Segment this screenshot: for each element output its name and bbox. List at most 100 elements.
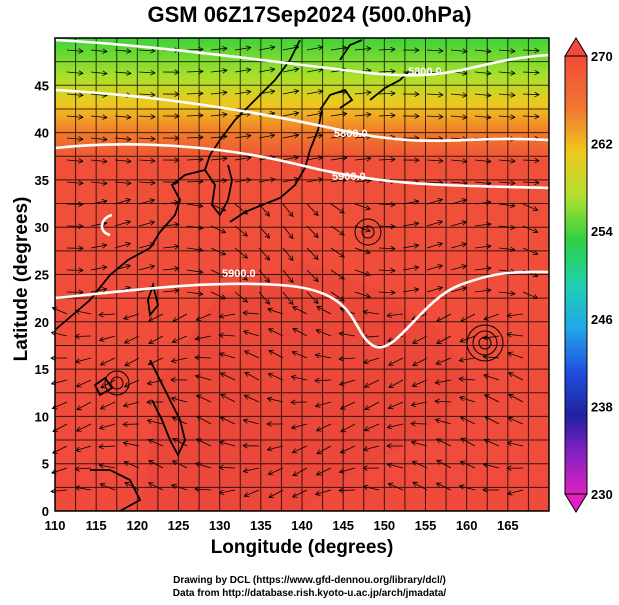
streamline-arrow: [474, 48, 492, 54]
y-tick-label: 10: [35, 409, 49, 424]
y-axis-title: Latitude (degrees): [11, 196, 32, 362]
streamline-arrow: [50, 355, 68, 361]
streamline-arrow: [434, 379, 452, 385]
streamline-arrow: [268, 349, 284, 359]
streamline-arrow: [340, 423, 356, 433]
streamline-arrow: [210, 156, 228, 162]
y-tick-label: 45: [35, 78, 49, 93]
x-tick-label: 155: [415, 518, 437, 533]
streamline-arrow: [138, 135, 156, 142]
x-tick-label: 145: [332, 518, 354, 533]
streamline-arrow: [450, 198, 468, 205]
streamline-arrow: [498, 92, 516, 98]
streamline-arrow: [186, 224, 204, 231]
streamline-arrow: [450, 220, 468, 227]
streamline-arrow: [387, 401, 404, 410]
streamline-arrow: [450, 286, 468, 293]
streamline-arrow: [354, 46, 372, 52]
streamline-arrow: [122, 440, 140, 447]
contour-line-5900-south: [54, 270, 550, 349]
streamline-arrow: [339, 445, 356, 454]
streamline-arrow: [450, 264, 468, 271]
streamline-arrow: [258, 291, 271, 305]
streamline-arrow: [90, 180, 108, 186]
streamline-arrow: [498, 224, 516, 231]
streamline-arrow: [410, 420, 428, 427]
streamline-arrow: [292, 306, 308, 315]
streamline-arrow: [506, 440, 524, 447]
colorbar-tick-label: 246: [591, 312, 613, 327]
streamline-arrow: [258, 133, 276, 139]
colorbar-ticks: 270 262 254 246 238 230: [591, 49, 613, 502]
streamline-arrow: [162, 113, 180, 119]
streamline-arrow: [172, 437, 188, 447]
streamline-arrow: [242, 443, 260, 449]
streamline-arrow: [412, 481, 428, 491]
coastlines: [54, 39, 411, 512]
streamline-arrow: [402, 47, 420, 53]
streamline-arrow: [170, 377, 188, 383]
streamline-arrow: [242, 329, 260, 337]
streamline-arrow: [162, 135, 180, 141]
streamline-arrow: [458, 395, 476, 403]
streamline-arrow: [98, 423, 116, 430]
streamline-arrow: [306, 203, 319, 217]
streamline-arrow: [306, 177, 324, 183]
colorbar-tick-label: 230: [591, 487, 613, 502]
streamline-arrow: [435, 357, 452, 365]
streamline-arrow: [90, 199, 108, 205]
streamline-arrow: [339, 401, 356, 410]
streamline-arrow: [474, 92, 492, 98]
streamline-arrow: [378, 267, 396, 274]
streamline-arrow: [386, 462, 404, 469]
streamline-arrow: [506, 465, 524, 471]
streamline-arrow: [258, 177, 276, 183]
streamline-arrow: [306, 45, 324, 51]
streamline-arrow: [498, 70, 516, 76]
streamline-arrow: [114, 180, 132, 186]
streamline-arrow: [99, 483, 116, 491]
contour-line-5900: [54, 143, 550, 190]
streamline-arrow: [66, 245, 84, 252]
streamline-arrow: [194, 354, 212, 361]
streamline-arrow: [330, 203, 345, 214]
streamline-arrow: [458, 357, 476, 363]
map-title: GSM 06Z17Sep2024 (500.0hPa): [147, 2, 472, 27]
streamline-arrow: [498, 202, 516, 209]
streamline-arrow: [402, 221, 420, 227]
streamline-arrow: [378, 112, 396, 119]
x-tick-label: 130: [209, 518, 231, 533]
cyclone-circulations: [104, 218, 504, 396]
streamline-arrow: [412, 357, 428, 367]
streamline-arrow: [498, 48, 516, 54]
streamline-arrow: [354, 156, 372, 162]
colorbar-tick-label: 254: [591, 224, 613, 239]
streamline-arrow: [474, 158, 492, 164]
streamline-arrow: [387, 482, 404, 491]
streamline-arrow: [378, 90, 396, 97]
streamline-arrow: [484, 415, 500, 425]
streamline-arrow: [330, 291, 345, 302]
streamline-arrow: [474, 70, 492, 76]
streamline-arrow: [147, 482, 164, 491]
streamline-arrow: [450, 114, 468, 120]
streamline-arrow: [378, 68, 396, 75]
colorbar-tick-label: 238: [591, 399, 613, 414]
streamline-arrow: [170, 396, 188, 403]
streamline-arrow: [162, 91, 180, 97]
streamline-arrow: [306, 247, 319, 261]
credit-data: Data from http://database.rish.kyoto-u.a…: [172, 588, 447, 599]
streamline-arrow: [354, 291, 371, 299]
streamline-arrow: [98, 335, 116, 342]
streamline-arrow: [148, 459, 164, 469]
streamline-arrow: [74, 445, 92, 453]
streamline-arrow: [498, 114, 516, 120]
streamline-arrow: [172, 313, 188, 323]
streamline-arrow: [66, 158, 84, 164]
streamline-arrow: [411, 379, 428, 388]
streamline-arrow: [186, 202, 204, 209]
streamline-arrow: [315, 467, 332, 476]
streamline-arrow: [522, 179, 540, 186]
streamline-arrow: [75, 423, 92, 432]
y-tick-label: 35: [35, 173, 49, 188]
